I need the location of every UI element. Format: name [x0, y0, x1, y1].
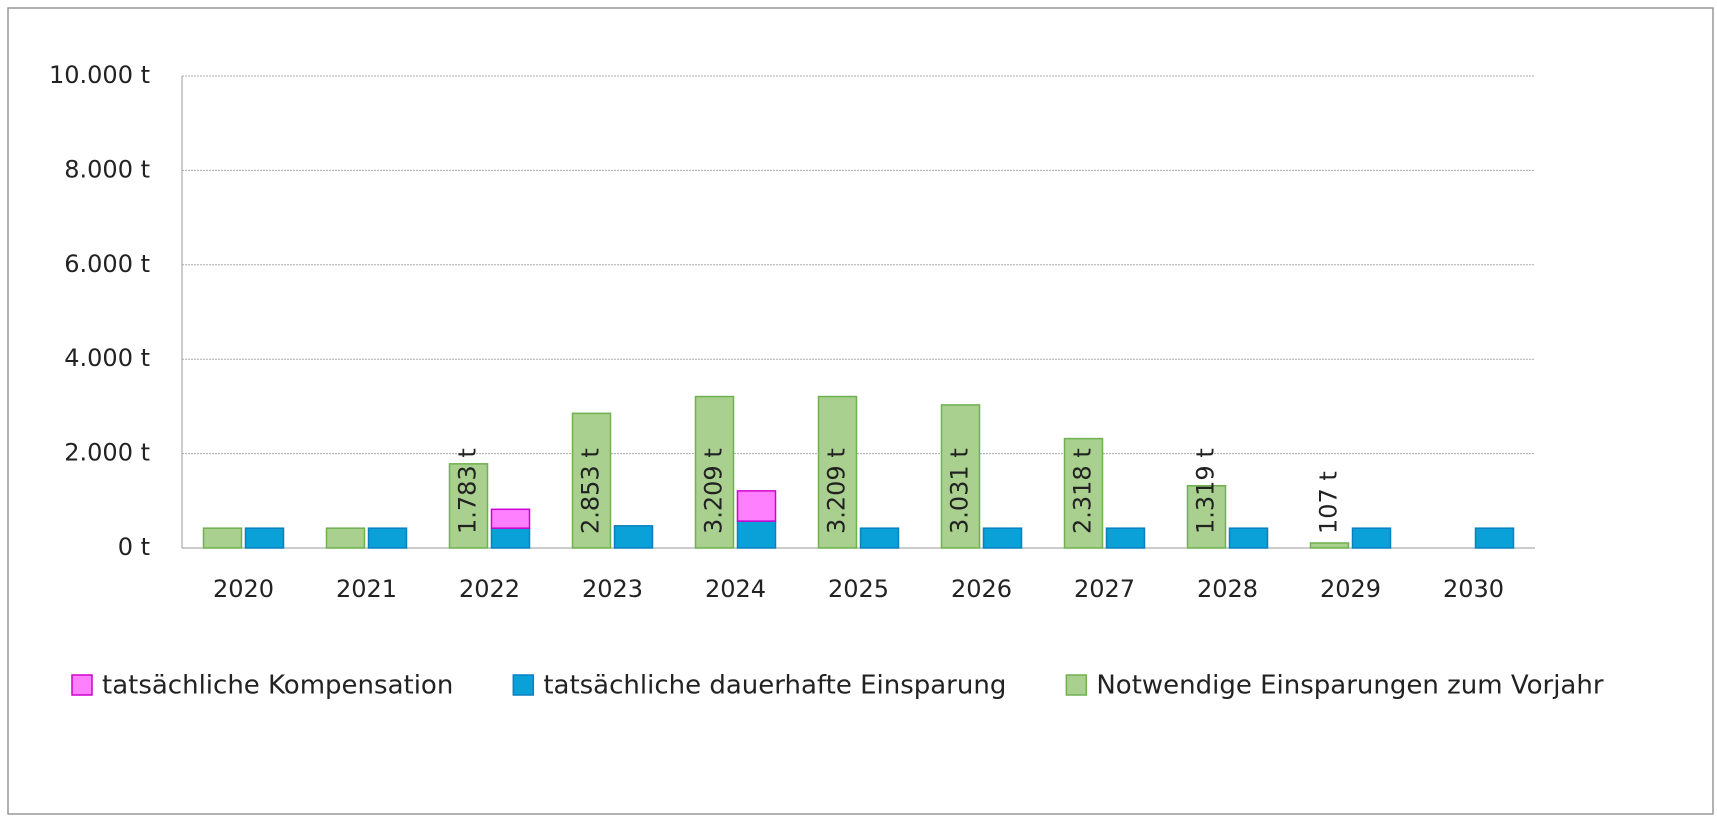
data-label: 1.783 t — [454, 448, 482, 534]
bar — [694, 395, 735, 549]
data-label: 1.319 t — [1192, 448, 1220, 534]
bar — [490, 527, 531, 549]
x-tick-label: 2028 — [1197, 575, 1258, 603]
bar — [1474, 527, 1515, 549]
bar — [613, 525, 654, 549]
bar — [1309, 542, 1350, 549]
bar — [367, 527, 408, 549]
legend-label: tatsächliche dauerhafte Einsparung — [543, 671, 1006, 701]
y-tick-label: 6.000 t — [64, 250, 150, 278]
legend-label: tatsächliche Kompensation — [102, 671, 453, 701]
bar — [940, 404, 981, 549]
data-label: 3.031 t — [946, 448, 974, 534]
y-tick-label: 0 t — [118, 533, 150, 561]
x-tick-label: 2029 — [1320, 575, 1381, 603]
bar — [244, 527, 285, 549]
bar — [736, 490, 777, 522]
y-tick-label: 2.000 t — [64, 439, 150, 467]
x-tick-label: 2027 — [1074, 575, 1135, 603]
bar — [1105, 527, 1146, 549]
bar — [571, 412, 612, 549]
bar — [817, 395, 858, 549]
y-tick-label: 8.000 t — [64, 155, 150, 183]
legend-swatch — [512, 674, 535, 696]
y-tick-label: 10.000 t — [49, 61, 150, 89]
x-tick-label: 2021 — [336, 575, 397, 603]
data-label: 2.853 t — [577, 448, 605, 534]
bar — [202, 527, 243, 549]
data-label: 3.209 t — [700, 448, 728, 534]
legend-swatch — [71, 674, 93, 696]
x-tick-label: 2022 — [459, 575, 520, 603]
bar — [736, 520, 777, 549]
data-label: 3.209 t — [823, 448, 851, 534]
bar — [325, 527, 366, 549]
x-tick-label: 2020 — [213, 575, 274, 603]
x-tick-label: 2023 — [582, 575, 643, 603]
frame — [7, 7, 1714, 815]
bar — [1063, 437, 1104, 549]
bar — [490, 508, 531, 529]
y-tick-label: 4.000 t — [64, 344, 150, 372]
bar — [859, 527, 900, 549]
bar — [1228, 527, 1269, 549]
x-tick-label: 2030 — [1443, 575, 1504, 603]
x-tick-label: 2024 — [705, 575, 766, 603]
legend-swatch — [1065, 674, 1088, 696]
bar — [1186, 484, 1227, 549]
bar — [982, 527, 1023, 549]
legend-label: Notwendige Einsparungen zum Vorjahr — [1096, 671, 1604, 701]
bar — [1351, 527, 1392, 549]
bar — [448, 463, 489, 549]
data-label: 107 t — [1315, 471, 1343, 534]
data-label: 2.318 t — [1069, 448, 1097, 534]
x-tick-label: 2025 — [828, 575, 889, 603]
x-tick-label: 2026 — [951, 575, 1012, 603]
